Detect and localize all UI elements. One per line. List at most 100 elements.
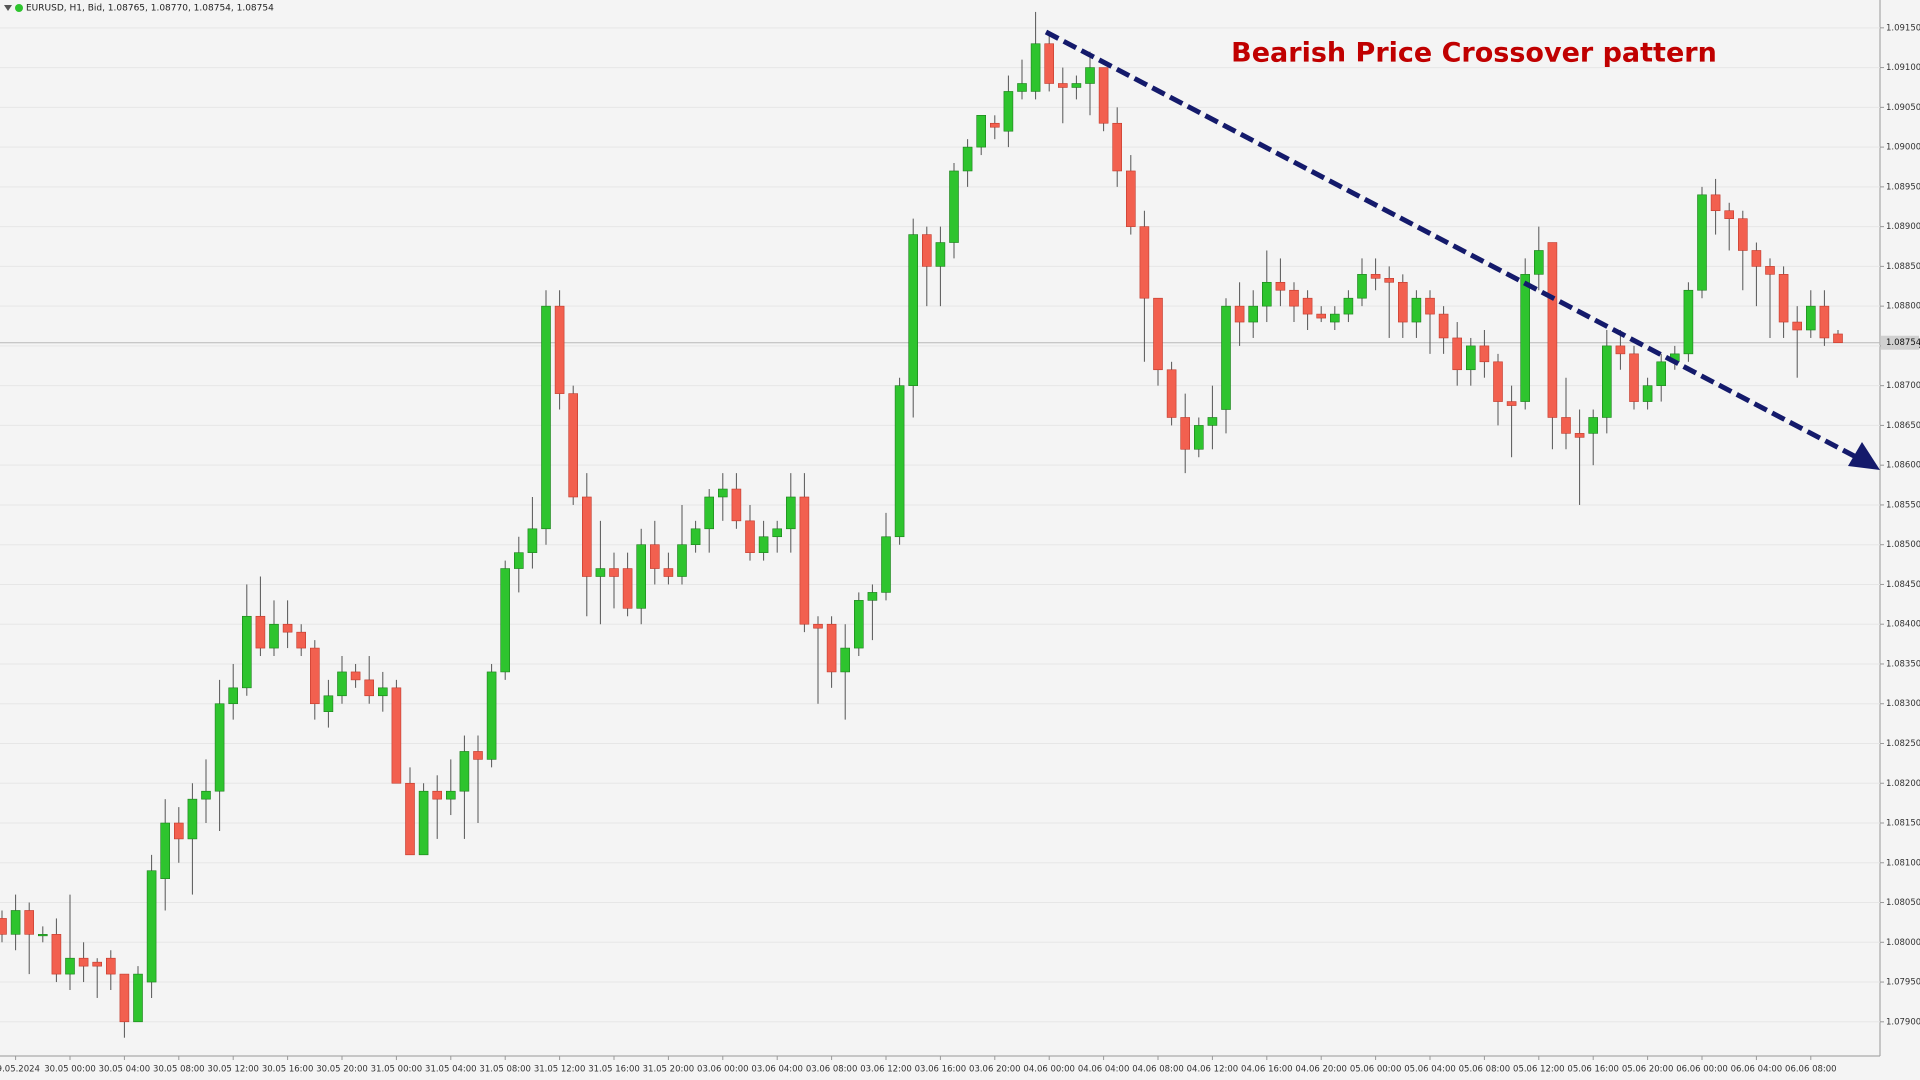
candle-body — [1602, 345, 1612, 418]
x-tick-label: 04.06 16:00 — [1241, 1065, 1293, 1075]
candle-body — [242, 615, 252, 689]
status-dot — [15, 4, 23, 12]
candle-body — [323, 695, 334, 712]
candle-body — [826, 623, 837, 673]
x-tick-label: 05.06 12:00 — [1513, 1065, 1565, 1075]
candle-body — [595, 568, 606, 577]
candle-body — [214, 703, 225, 792]
candle-body — [500, 568, 511, 673]
y-tick-label: 1.08700 — [1886, 381, 1920, 391]
candle-body — [1738, 218, 1748, 251]
candle-body — [187, 798, 198, 840]
y-tick-label: 1.08300 — [1886, 699, 1920, 709]
candle-body — [1112, 122, 1122, 172]
candle-body — [1289, 289, 1299, 307]
candle-body — [1479, 345, 1490, 363]
x-tick-label: 05.06 08:00 — [1459, 1065, 1511, 1075]
y-tick-label: 1.08250 — [1886, 739, 1920, 749]
candle-body — [1017, 83, 1027, 92]
candle-body — [785, 496, 796, 530]
candle-body — [1466, 345, 1476, 371]
candle-body — [976, 115, 987, 148]
candle-body — [1547, 242, 1558, 418]
candle-body — [1370, 274, 1381, 279]
candle-body — [1452, 337, 1462, 371]
candle-body — [405, 782, 415, 856]
candle-body — [1574, 433, 1585, 438]
candle-body — [581, 496, 592, 577]
candle-body — [840, 647, 851, 673]
current-price-label: 1.08754 — [1886, 338, 1920, 348]
x-tick-label: 31.05 16:00 — [588, 1065, 640, 1075]
candle-body — [554, 305, 565, 394]
candle-body — [1425, 297, 1435, 315]
candle-body — [1275, 281, 1286, 291]
candle-body — [1153, 297, 1163, 371]
x-tick-label: 05.06 04:00 — [1404, 1065, 1456, 1075]
candle-body — [1180, 417, 1190, 450]
current-price-box — [1881, 335, 1919, 350]
y-tick-label: 1.09050 — [1886, 103, 1920, 113]
candle-body — [1792, 321, 1802, 331]
candle-body — [813, 623, 823, 629]
y-tick-label: 1.09000 — [1886, 143, 1920, 153]
x-tick-label: 05.06 16:00 — [1567, 1065, 1619, 1075]
y-tick-label: 1.08000 — [1886, 938, 1920, 948]
x-tick-label: 05.06 20:00 — [1622, 1065, 1674, 1075]
arrow-head — [1848, 442, 1880, 470]
candle-body — [989, 122, 1000, 128]
candle-body — [174, 822, 184, 840]
candle-body — [513, 552, 524, 569]
candle-body — [1058, 83, 1068, 88]
candle-body — [1330, 313, 1340, 323]
symbol-header: EURUSD, H1, Bid, 1.08765, 1.08770, 1.087… — [26, 4, 274, 14]
x-tick-label: 04.06 04:00 — [1078, 1065, 1130, 1075]
candle-body — [160, 822, 170, 879]
candle-body — [1710, 194, 1721, 212]
candle-body — [445, 790, 456, 800]
candle-body — [758, 536, 769, 553]
axis-labels: 1.07900 1.07950 1.08000 1.08050 1.08100 1.081… — [0, 23, 1920, 1074]
x-tick-label: 03.06 04:00 — [751, 1065, 803, 1075]
candle-body — [731, 488, 742, 522]
y-tick-label: 1.08900 — [1886, 222, 1920, 232]
candle-body — [1656, 361, 1666, 386]
candle-body — [1234, 305, 1245, 323]
candle-body — [0, 918, 7, 935]
candle-body — [799, 496, 810, 625]
candle-body — [1724, 210, 1734, 219]
candle-body — [1819, 305, 1830, 339]
candle-body — [1357, 274, 1367, 299]
candle-body — [1030, 43, 1041, 92]
candle-body — [309, 647, 320, 705]
candle-body — [1561, 417, 1571, 434]
candle-body — [622, 568, 633, 609]
candle-body — [1438, 313, 1449, 339]
candle-body — [133, 973, 143, 1023]
y-tick-label: 1.08150 — [1886, 819, 1920, 829]
x-tick-label: 06.06 08:00 — [1785, 1065, 1837, 1075]
candle-body — [1302, 297, 1313, 315]
x-tick-label: 05.06 00:00 — [1350, 1065, 1402, 1075]
candle-body — [282, 623, 293, 633]
candle-body — [377, 687, 388, 697]
candle-body — [772, 528, 783, 538]
candle-body — [949, 170, 959, 243]
candle-body — [391, 687, 402, 784]
candle-body — [1683, 289, 1694, 355]
candle-body — [1493, 361, 1503, 402]
x-tick-label: 30.05 20:00 — [316, 1065, 368, 1075]
candle-body — [649, 544, 660, 569]
chart-title: Bearish Price Crossover pattern — [1231, 38, 1717, 69]
candle-body — [568, 393, 579, 498]
candle-body — [704, 496, 715, 530]
menu-triangle — [4, 5, 12, 11]
x-tick-label: 30.05 16:00 — [262, 1065, 314, 1075]
y-tick-label: 1.08500 — [1886, 540, 1920, 550]
candle-body — [853, 600, 864, 649]
x-tick-label: 29.05.2024 — [0, 1065, 40, 1075]
trend-arrow — [1044, 29, 1880, 470]
x-tick-label: 31.05 00:00 — [371, 1065, 423, 1075]
candle-body — [473, 751, 483, 760]
candle-body — [1316, 313, 1326, 319]
